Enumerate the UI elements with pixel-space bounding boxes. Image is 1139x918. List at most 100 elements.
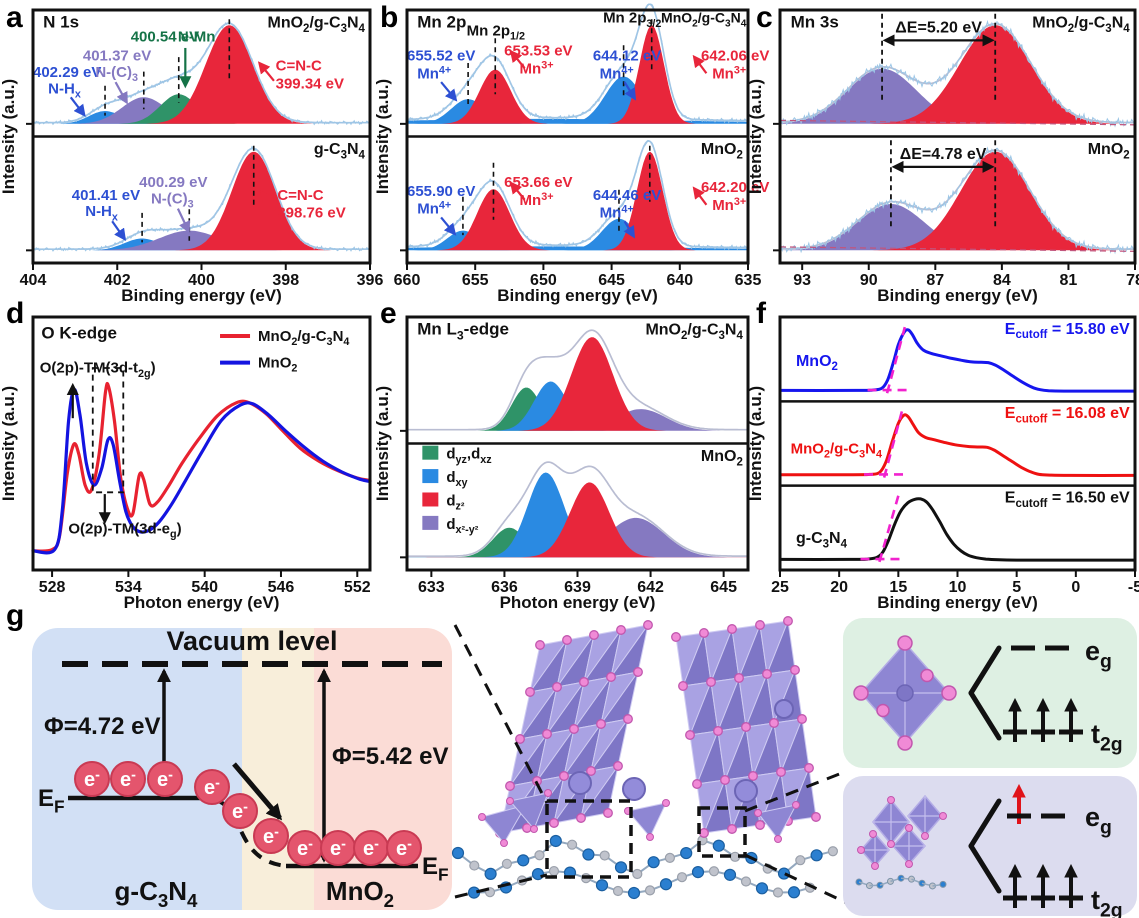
cutoff-guide	[885, 326, 907, 394]
peak-Mn3s-low	[780, 25, 1135, 124]
oxygen-atom	[692, 779, 702, 789]
callout-dashed-line	[744, 853, 848, 905]
peak-C=N-C	[33, 151, 370, 251]
oxygen-atom	[876, 703, 890, 718]
nitrogen-atom	[810, 849, 823, 862]
x-axis-label: Photon energy (eV)	[500, 593, 656, 612]
annotation: N-Hx	[48, 80, 81, 100]
carbon-atom	[740, 876, 752, 887]
annotation: C=N-C	[277, 187, 323, 204]
electron-label: e-	[84, 767, 100, 791]
y-axis-label: Intensity (a.u.)	[373, 386, 392, 501]
cutoff-guide	[878, 495, 900, 563]
annotation-arrow	[509, 181, 526, 201]
oxygen-atom	[897, 635, 913, 651]
oxygen-atom	[678, 681, 688, 691]
oxygen-atom	[530, 825, 538, 833]
annotation: 401.41 eV	[72, 187, 140, 204]
carbon-atom	[469, 860, 480, 871]
panel-title: Mn 3s	[791, 13, 839, 32]
nitrogen-atom	[787, 886, 801, 899]
oxygen-atom	[559, 771, 569, 781]
peak-Mn3+ 2p3/2	[407, 151, 748, 251]
carbon-atom	[612, 885, 624, 897]
oxygen-atom	[921, 832, 929, 840]
oxygen-atom	[920, 668, 934, 683]
cutoff-label: Ecutoff = 16.50 eV	[1005, 490, 1130, 510]
fermi-label-left: EF	[38, 785, 65, 817]
envelope-line	[407, 329, 748, 431]
annotation: Mn3+	[520, 191, 554, 209]
interface-zoom-box-left	[545, 799, 633, 879]
electron-label: e-	[330, 836, 346, 860]
oxygen-atom	[579, 677, 589, 687]
x-axis-label: Photon energy (eV)	[124, 593, 280, 612]
oxygen-atom	[804, 763, 814, 773]
oxygen-atom	[549, 818, 559, 828]
octahedron-face	[627, 802, 667, 838]
legend-label: MnO2/g-C3N4	[258, 328, 349, 348]
oxygen-atom	[706, 677, 716, 687]
electron-icon	[74, 761, 110, 797]
electron-label: e-	[263, 824, 279, 848]
t2g-label: t2g	[1091, 719, 1123, 755]
x-axis-label: Binding energy (eV)	[877, 286, 1038, 305]
oxygen-atom	[589, 630, 599, 640]
nitrogen-atom	[659, 878, 673, 891]
x-axis-label: Binding energy (eV)	[497, 286, 658, 305]
electron-label: e-	[157, 767, 173, 791]
annotation: 400.54 eV	[131, 29, 199, 46]
oxygen-atom	[505, 781, 515, 791]
fermi-label-right: EF	[422, 853, 449, 885]
y-axis-label: Intensity (a.u.)	[746, 79, 765, 194]
x-tick-label: 25	[771, 579, 789, 596]
legend-label: dyz,dxz	[446, 446, 492, 466]
annotation-arrow	[440, 216, 457, 236]
plot-frame	[778, 8, 1137, 265]
nitrogen-atom	[582, 848, 595, 861]
phi-left-label: Φ=4.72 eV	[44, 713, 160, 740]
raw-data-line	[779, 146, 1136, 255]
sample-label: MnO2/g-C3N4	[1032, 15, 1130, 35]
annotation: Mn3+	[520, 59, 554, 77]
oxygen-atom	[869, 830, 877, 838]
x-tick-label: 5	[1012, 579, 1021, 596]
carbon-atom	[548, 865, 560, 877]
panel-title: Mn L3-edge	[417, 320, 509, 343]
metal-ion-sphere	[568, 771, 592, 795]
highlight-box	[91, 367, 125, 494]
annotation: O(2p)-TM(3d-t2g)	[40, 360, 156, 380]
phi-right-label: Φ=5.42 eV	[332, 743, 448, 770]
oxygen-atom	[790, 665, 800, 675]
legend-label: dz²	[446, 492, 465, 512]
panel-d: MnO2/g-C3N4 MnO2 O K-edge O(2p)-TM(3d-t2g) O…	[0, 315, 372, 612]
legend-swatch	[422, 515, 439, 530]
panel-title: N 1s	[43, 13, 79, 32]
nitrogen-atom	[531, 868, 545, 881]
x-tick-label: 650	[530, 272, 557, 289]
envelope-line	[407, 461, 749, 558]
nitrogen-atom	[755, 882, 769, 895]
panel-letter-a: a	[6, 1, 23, 34]
callout-dashed-line	[453, 624, 549, 804]
series-MnO2-g-C3N4	[31, 381, 372, 553]
oxygen-atom	[941, 685, 957, 701]
annotation: 642.20 eV	[701, 179, 769, 196]
annotation: 655.90 eV	[407, 183, 475, 200]
legend-label: dx²-y²	[446, 516, 478, 536]
oxygen-atom	[887, 796, 895, 804]
peak-Mn3+ 2p1/2	[407, 189, 748, 251]
y-axis-label: Intensity (a.u.)	[0, 386, 18, 501]
peak-C=N-C	[33, 25, 370, 124]
peak-dx2-y2	[407, 409, 748, 431]
peak-dx2-y2	[407, 517, 748, 558]
peak-Mn3+ 2p1/2	[407, 69, 748, 124]
electron-icon	[147, 761, 183, 797]
octahedron-face	[757, 804, 797, 840]
oxygen-atom	[734, 673, 744, 683]
x-tick-label: 655	[462, 272, 489, 289]
nitrogen-atom	[680, 846, 693, 860]
x-tick-label: 400	[188, 272, 215, 289]
annotation: N-Mn	[178, 29, 216, 46]
